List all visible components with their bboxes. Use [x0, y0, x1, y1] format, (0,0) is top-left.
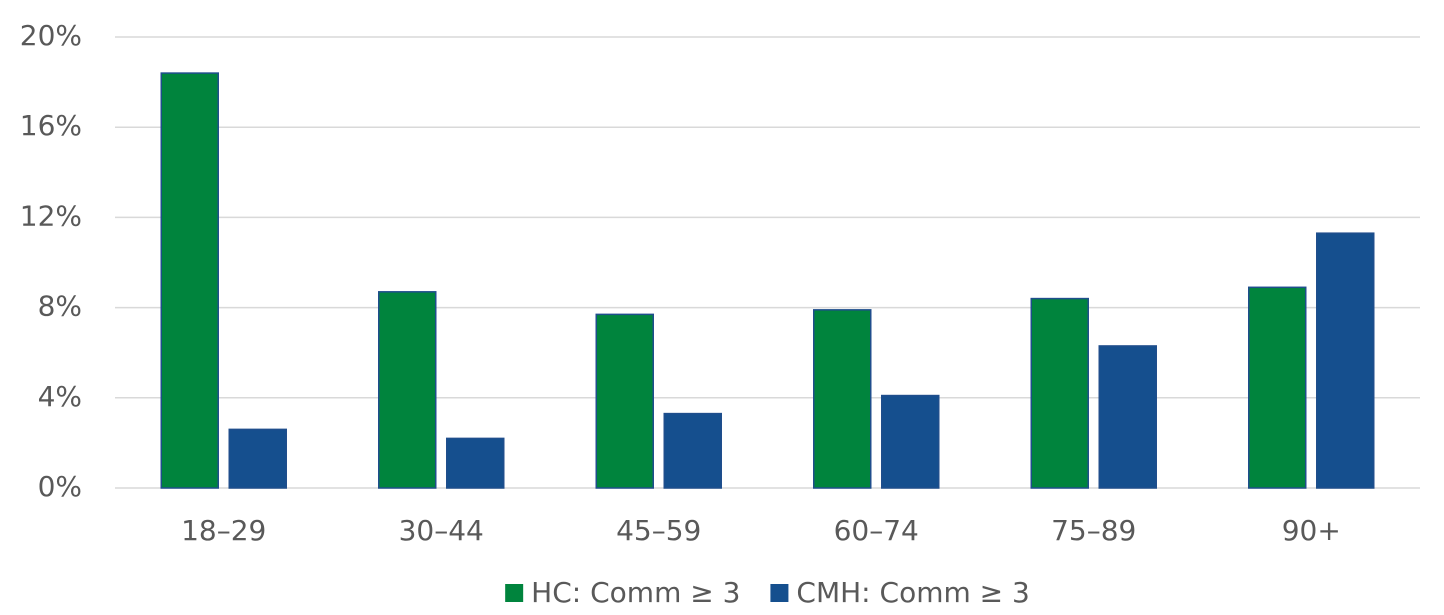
y-tick-label: 8% [38, 290, 82, 323]
x-tick-label: 18–29 [181, 514, 266, 547]
bar [663, 412, 722, 489]
bar [1098, 345, 1157, 489]
y-tick-label: 20% [20, 19, 82, 52]
x-tick-label: 60–74 [834, 514, 919, 547]
bar [881, 394, 940, 489]
bar [813, 309, 872, 489]
bar [1030, 297, 1089, 489]
bar [378, 291, 437, 489]
bar [160, 72, 219, 489]
bar [1316, 232, 1375, 489]
bar [228, 428, 287, 489]
legend-swatch [505, 584, 524, 602]
legend-swatch [770, 584, 789, 602]
y-tick-label: 12% [20, 199, 82, 232]
y-tick-label: 0% [38, 470, 82, 503]
y-tick-label: 4% [38, 380, 82, 413]
x-tick-label: 75–89 [1051, 514, 1136, 547]
x-tick-label: 90+ [1282, 514, 1341, 547]
legend-label: CMH: Comm ≥ 3 [796, 576, 1029, 609]
bar [446, 437, 505, 489]
bar [1248, 286, 1307, 489]
x-tick-label: 45–59 [616, 514, 701, 547]
bar [595, 313, 654, 489]
legend-label: HC: Comm ≥ 3 [531, 576, 740, 609]
y-tick-label: 16% [20, 109, 82, 142]
x-tick-label: 30–44 [399, 514, 484, 547]
